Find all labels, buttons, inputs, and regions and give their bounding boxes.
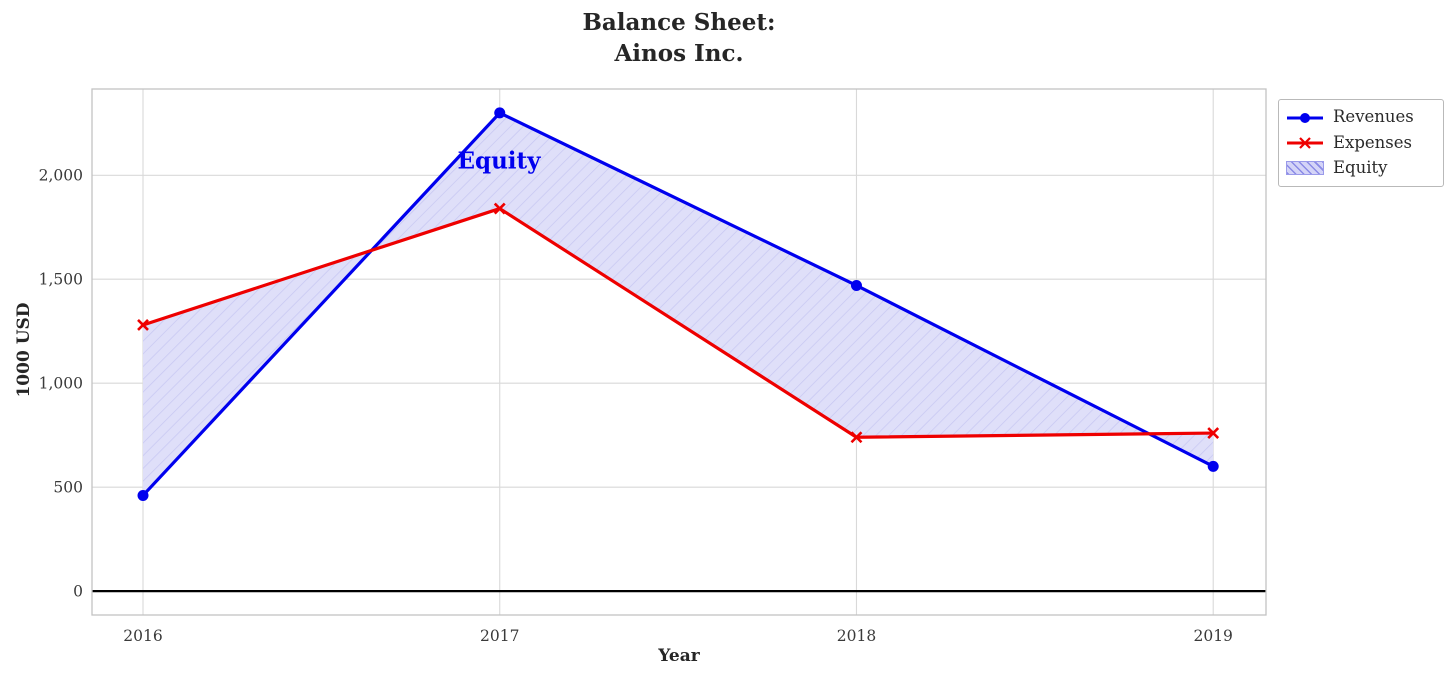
x-tick-label: 2017 xyxy=(480,627,519,645)
legend-item-revenues: Revenues xyxy=(1286,105,1435,130)
revenues-marker xyxy=(494,107,506,119)
plot-border xyxy=(91,88,1267,616)
x-tick-label: 2018 xyxy=(837,627,876,645)
equity-hatch-swatch-icon xyxy=(1286,161,1324,176)
revenues-marker xyxy=(850,279,862,291)
legend-label-equity: Equity xyxy=(1333,158,1388,178)
legend: Revenues Expenses Equity xyxy=(1278,99,1444,187)
chart-title-line2: Ainos Inc. xyxy=(614,40,744,67)
x-tick-label: 2016 xyxy=(123,627,162,645)
y-tick-label: 1,500 xyxy=(39,270,83,288)
revenues-marker xyxy=(137,489,149,501)
legend-item-expenses: Expenses xyxy=(1286,130,1435,155)
expenses-line xyxy=(142,206,1214,439)
legend-label-revenues: Revenues xyxy=(1333,107,1414,127)
expenses-marker xyxy=(493,202,506,215)
x-tick-label: 2019 xyxy=(1193,627,1232,645)
y-tick-label: 2,000 xyxy=(39,166,83,184)
legend-item-equity: Equity xyxy=(1286,156,1435,181)
revenues-line xyxy=(141,111,1214,497)
chart-title: Balance Sheet: Ainos Inc. xyxy=(92,7,1266,69)
y-tick-label: 500 xyxy=(53,478,83,496)
legend-label-expenses: Expenses xyxy=(1333,132,1413,152)
revenues-line-swatch-icon xyxy=(1287,112,1323,123)
y-axis-label: 1000 USD xyxy=(14,302,34,398)
expenses-marker xyxy=(1207,427,1220,440)
plot-area xyxy=(92,89,1266,615)
expenses-marker xyxy=(137,319,149,331)
revenues-marker xyxy=(1207,460,1219,472)
expenses-line-swatch-icon xyxy=(1287,137,1323,149)
y-tick-label: 1,000 xyxy=(39,374,83,392)
expenses-marker xyxy=(850,431,863,444)
equity-annotation: Equity xyxy=(457,147,541,175)
equity-fill-area xyxy=(143,112,1214,496)
y-tick-label: 0 xyxy=(73,582,83,600)
chart-title-line1: Balance Sheet: xyxy=(582,9,776,36)
x-axis-label: Year xyxy=(658,646,700,666)
